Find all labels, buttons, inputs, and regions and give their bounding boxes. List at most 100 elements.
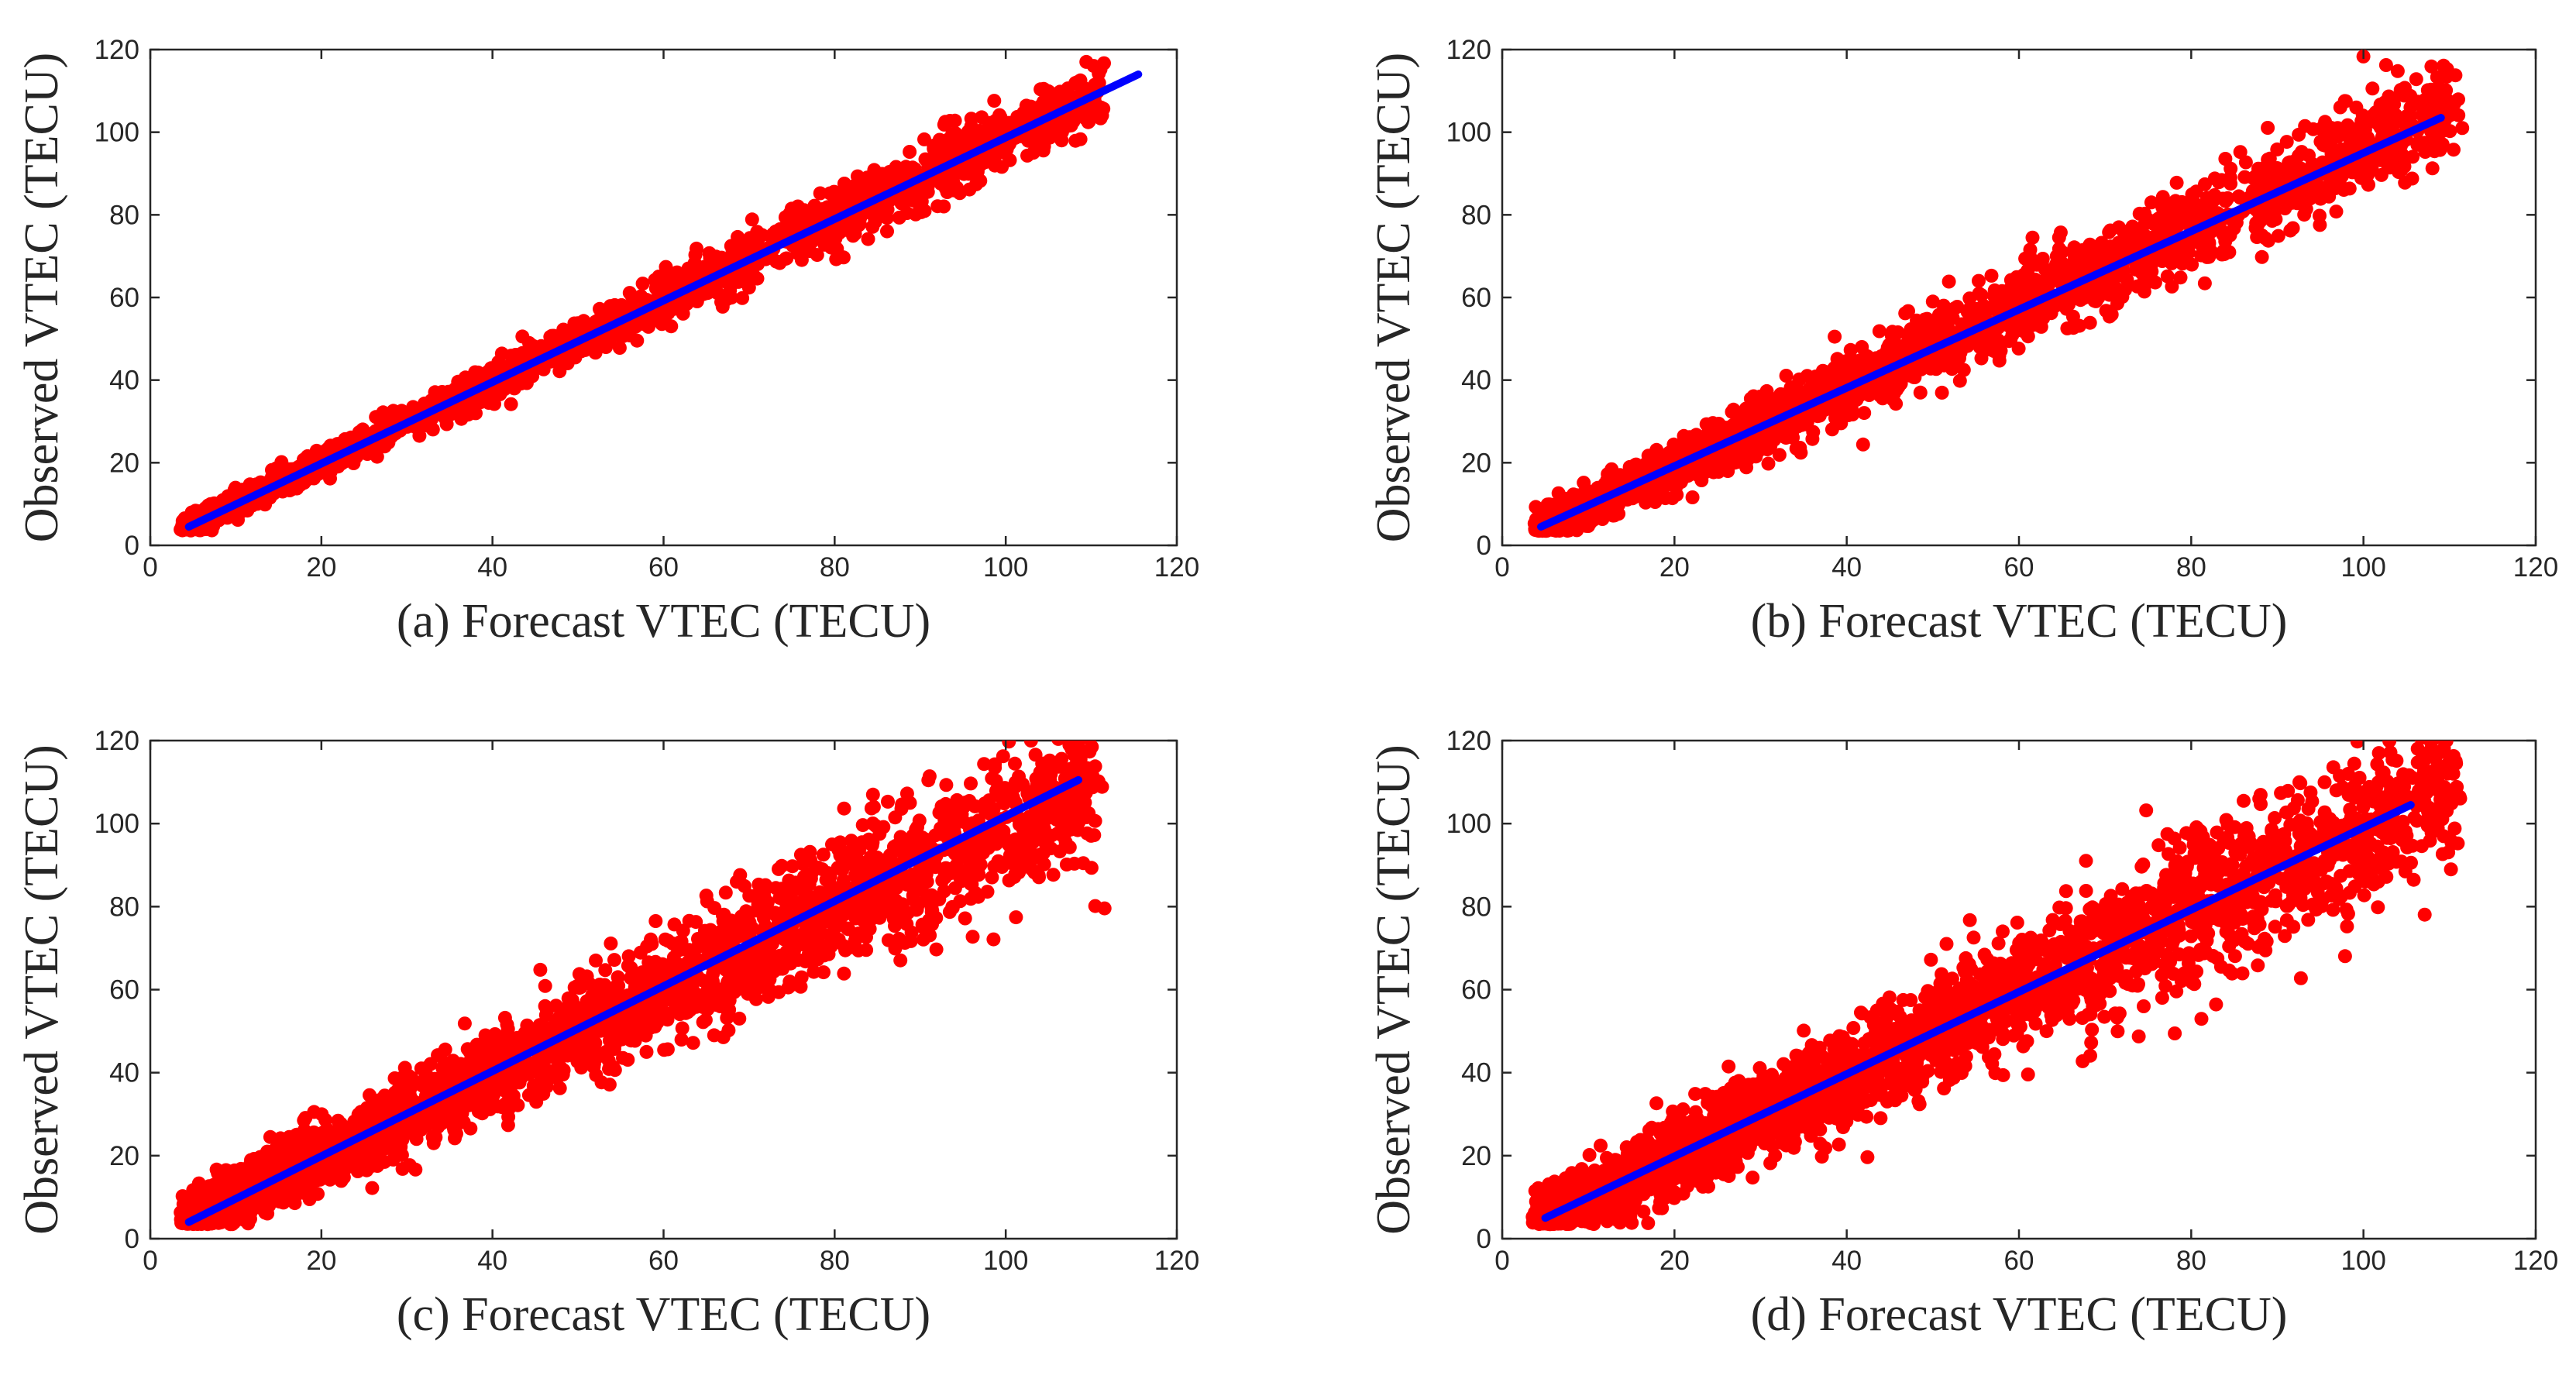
scatter-point <box>2318 128 2333 143</box>
scatter-point <box>454 411 469 426</box>
scatter-point <box>1740 452 1755 467</box>
scatter-point <box>1732 444 1746 459</box>
scatter-point <box>880 224 894 239</box>
scatter-point <box>1683 430 1697 445</box>
scatter-point <box>1974 288 1989 302</box>
scatter-point <box>635 277 650 291</box>
scatter-point <box>369 410 383 425</box>
scatter-point <box>690 241 703 256</box>
x-tick-label: 0 <box>143 552 157 583</box>
scatter-point <box>1963 301 1978 315</box>
scatter-point <box>2361 177 2375 191</box>
scatter-point <box>1929 362 1944 376</box>
scatter-point <box>1608 476 1622 490</box>
scatter-point <box>504 397 518 411</box>
scatter-point <box>1910 332 1924 347</box>
scatter-point <box>457 375 472 390</box>
scatter-point <box>1003 153 1017 167</box>
x-tick-label: 120 <box>2513 552 2558 583</box>
scatter-point <box>2254 228 2269 242</box>
scatter-point <box>2378 58 2393 72</box>
scatter-point <box>2132 206 2147 221</box>
scatter-point <box>830 242 844 256</box>
scatter-point <box>973 174 988 188</box>
scatter-point <box>2381 159 2395 174</box>
scatter-point <box>1568 490 1583 504</box>
scatter-point <box>593 301 607 316</box>
scatter-point <box>861 232 875 246</box>
scatter-point <box>2435 137 2450 152</box>
scatter-point <box>1815 363 1830 378</box>
scatter-point <box>937 146 952 161</box>
scatter-point <box>1969 311 1983 325</box>
scatter-point <box>702 246 717 260</box>
scatter-point <box>1883 342 1898 356</box>
scatter-point <box>903 145 917 159</box>
x-tick-label: 20 <box>1659 552 1690 583</box>
scatter-point <box>536 362 551 376</box>
fit-line <box>184 70 1143 531</box>
scatter-point <box>1037 137 1051 152</box>
x-tick-label: 100 <box>983 552 1028 583</box>
scatter-point <box>846 229 861 243</box>
y-tick-label: 60 <box>109 283 139 313</box>
scatter-point <box>782 207 796 222</box>
scatter-point <box>2394 88 2409 101</box>
scatter-point <box>648 281 663 296</box>
scatter-point <box>2437 98 2451 112</box>
scatter-point <box>917 132 931 146</box>
scatter-point <box>1041 84 1056 98</box>
scatter-point <box>1952 373 1967 388</box>
scatter-point <box>2254 249 2269 264</box>
scatter-point <box>2296 198 2311 213</box>
scatter-point <box>2390 64 2405 78</box>
scatter-point <box>256 495 270 510</box>
y-axis-label: Observed VTEC (TECU) <box>1367 53 1420 543</box>
scatter-point <box>794 208 809 223</box>
scatter-point <box>927 141 941 156</box>
scatter-point <box>2319 185 2334 200</box>
scatter-point <box>2018 251 2033 266</box>
scatter-point <box>1022 101 1037 115</box>
scatter-point <box>307 471 322 486</box>
scatter-point <box>724 239 738 253</box>
scatter-point <box>1607 501 1621 516</box>
scatter-point <box>2330 121 2345 136</box>
scatter-point <box>1670 487 1684 502</box>
x-axis-label: (b) Forecast VTEC (TECU) <box>1751 595 2288 648</box>
scatter-point <box>2003 287 2017 301</box>
scatter-point <box>309 443 324 458</box>
scatter-point <box>2019 325 2034 340</box>
scatter-point <box>2344 136 2358 150</box>
x-tick-label: 80 <box>2176 552 2206 583</box>
scatter-point <box>2409 72 2423 87</box>
scatter-point <box>1760 442 1775 457</box>
scatter-point <box>1872 324 1886 339</box>
scatter-point <box>1992 353 2007 368</box>
scatter-point <box>1761 456 1776 471</box>
scatter-point <box>2304 185 2319 200</box>
scatter-point <box>1778 398 1793 413</box>
scatter-point <box>1648 495 1663 509</box>
scatter-point <box>2182 201 2197 215</box>
x-tick-label: 120 <box>1154 552 1199 583</box>
scatter-point <box>1927 319 1941 333</box>
scatter-point <box>1875 352 1890 366</box>
scatter-point <box>2261 121 2275 135</box>
scatter-point <box>822 226 837 241</box>
scatter-point <box>790 242 804 257</box>
x-tick-label: 100 <box>2340 552 2385 583</box>
scatter-point <box>1910 362 1924 376</box>
scatter-point <box>1935 385 1949 400</box>
scatter-point <box>2282 155 2297 170</box>
scatter-point <box>1551 486 1566 500</box>
scatter-point <box>1937 350 1952 364</box>
scatter-point <box>2202 249 2217 264</box>
scatter-point <box>2218 194 2233 208</box>
y-tick-label: 40 <box>109 366 139 396</box>
scatter-point <box>1984 268 1999 283</box>
scatter-point <box>1898 306 1913 321</box>
scatter-point <box>895 161 910 176</box>
